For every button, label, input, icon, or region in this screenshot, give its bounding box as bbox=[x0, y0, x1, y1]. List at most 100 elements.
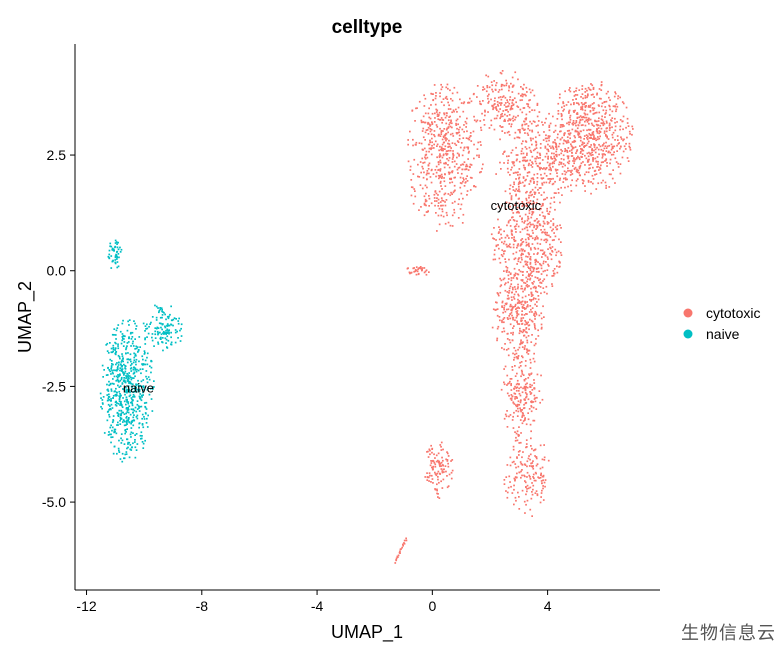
data-point bbox=[543, 251, 546, 254]
data-point bbox=[528, 373, 530, 375]
data-point bbox=[516, 456, 518, 458]
data-point bbox=[114, 347, 117, 349]
data-point bbox=[600, 181, 603, 184]
data-point bbox=[574, 122, 576, 125]
data-point bbox=[442, 464, 444, 467]
data-point bbox=[431, 122, 434, 125]
data-point bbox=[106, 350, 109, 352]
data-point bbox=[592, 157, 594, 159]
data-point bbox=[125, 431, 127, 433]
data-point bbox=[536, 373, 539, 376]
data-point bbox=[592, 86, 595, 89]
data-point bbox=[527, 398, 530, 401]
data-point bbox=[584, 145, 586, 147]
data-point bbox=[604, 153, 606, 156]
data-point bbox=[501, 126, 504, 128]
data-point bbox=[454, 176, 456, 179]
data-point bbox=[515, 231, 517, 233]
data-point bbox=[138, 426, 140, 429]
data-point bbox=[467, 152, 470, 154]
data-point bbox=[531, 155, 534, 158]
data-point bbox=[438, 463, 441, 466]
data-point bbox=[530, 300, 532, 302]
data-point bbox=[442, 98, 445, 100]
data-point bbox=[482, 100, 484, 102]
data-point bbox=[523, 334, 526, 337]
data-point bbox=[157, 341, 159, 344]
data-point bbox=[476, 96, 478, 98]
data-point bbox=[435, 124, 438, 126]
data-point bbox=[529, 277, 532, 280]
data-point bbox=[608, 124, 611, 126]
data-point bbox=[531, 208, 534, 210]
data-point bbox=[441, 138, 444, 141]
data-point bbox=[447, 87, 449, 90]
data-point bbox=[551, 239, 554, 242]
data-point bbox=[568, 162, 570, 165]
data-point bbox=[514, 365, 516, 367]
data-point bbox=[523, 120, 526, 123]
data-point bbox=[579, 152, 582, 154]
data-point bbox=[526, 313, 528, 315]
data-point bbox=[443, 128, 446, 130]
data-point bbox=[125, 424, 127, 426]
data-point bbox=[533, 202, 535, 205]
data-point bbox=[445, 154, 448, 156]
data-point bbox=[102, 403, 104, 405]
data-point bbox=[174, 329, 177, 331]
data-point bbox=[449, 181, 451, 184]
data-point bbox=[602, 121, 605, 123]
data-point bbox=[112, 363, 114, 366]
data-point bbox=[605, 130, 608, 133]
data-point bbox=[122, 360, 124, 363]
data-point bbox=[547, 143, 549, 146]
data-point bbox=[509, 246, 512, 249]
data-point bbox=[521, 123, 524, 126]
data-point bbox=[126, 372, 128, 375]
data-point bbox=[133, 367, 136, 369]
data-point bbox=[539, 168, 541, 171]
data-point bbox=[448, 173, 451, 175]
data-point bbox=[119, 419, 121, 422]
data-point bbox=[521, 252, 523, 255]
data-point bbox=[521, 342, 523, 345]
data-point bbox=[526, 351, 528, 354]
data-point bbox=[516, 287, 519, 290]
data-point bbox=[448, 149, 450, 152]
data-point bbox=[122, 419, 125, 421]
data-point bbox=[534, 455, 536, 457]
data-point bbox=[497, 244, 499, 246]
data-point bbox=[160, 307, 163, 309]
data-point bbox=[622, 102, 625, 105]
data-point bbox=[507, 274, 510, 277]
data-point bbox=[435, 212, 437, 214]
data-point bbox=[525, 178, 527, 181]
data-point bbox=[569, 90, 572, 93]
data-point bbox=[540, 317, 543, 320]
data-point bbox=[524, 481, 527, 484]
data-point bbox=[606, 162, 608, 164]
data-point bbox=[441, 456, 443, 459]
data-point bbox=[428, 480, 430, 482]
data-point bbox=[488, 127, 491, 129]
data-point bbox=[114, 256, 117, 259]
data-point bbox=[113, 249, 115, 252]
data-point bbox=[518, 188, 520, 191]
data-point bbox=[440, 117, 443, 119]
data-point bbox=[538, 477, 540, 479]
data-point bbox=[509, 397, 512, 400]
data-point bbox=[540, 194, 543, 196]
data-point bbox=[115, 395, 117, 397]
data-point bbox=[587, 181, 590, 183]
data-point bbox=[515, 436, 517, 439]
data-point bbox=[511, 314, 513, 317]
data-point bbox=[434, 103, 437, 106]
data-point bbox=[433, 453, 435, 456]
data-point bbox=[535, 147, 538, 149]
data-point bbox=[514, 496, 517, 499]
legend-label-naive: naive bbox=[706, 326, 740, 342]
data-point bbox=[510, 397, 513, 400]
data-point bbox=[145, 412, 147, 415]
data-point bbox=[512, 219, 515, 221]
data-point bbox=[433, 130, 436, 132]
